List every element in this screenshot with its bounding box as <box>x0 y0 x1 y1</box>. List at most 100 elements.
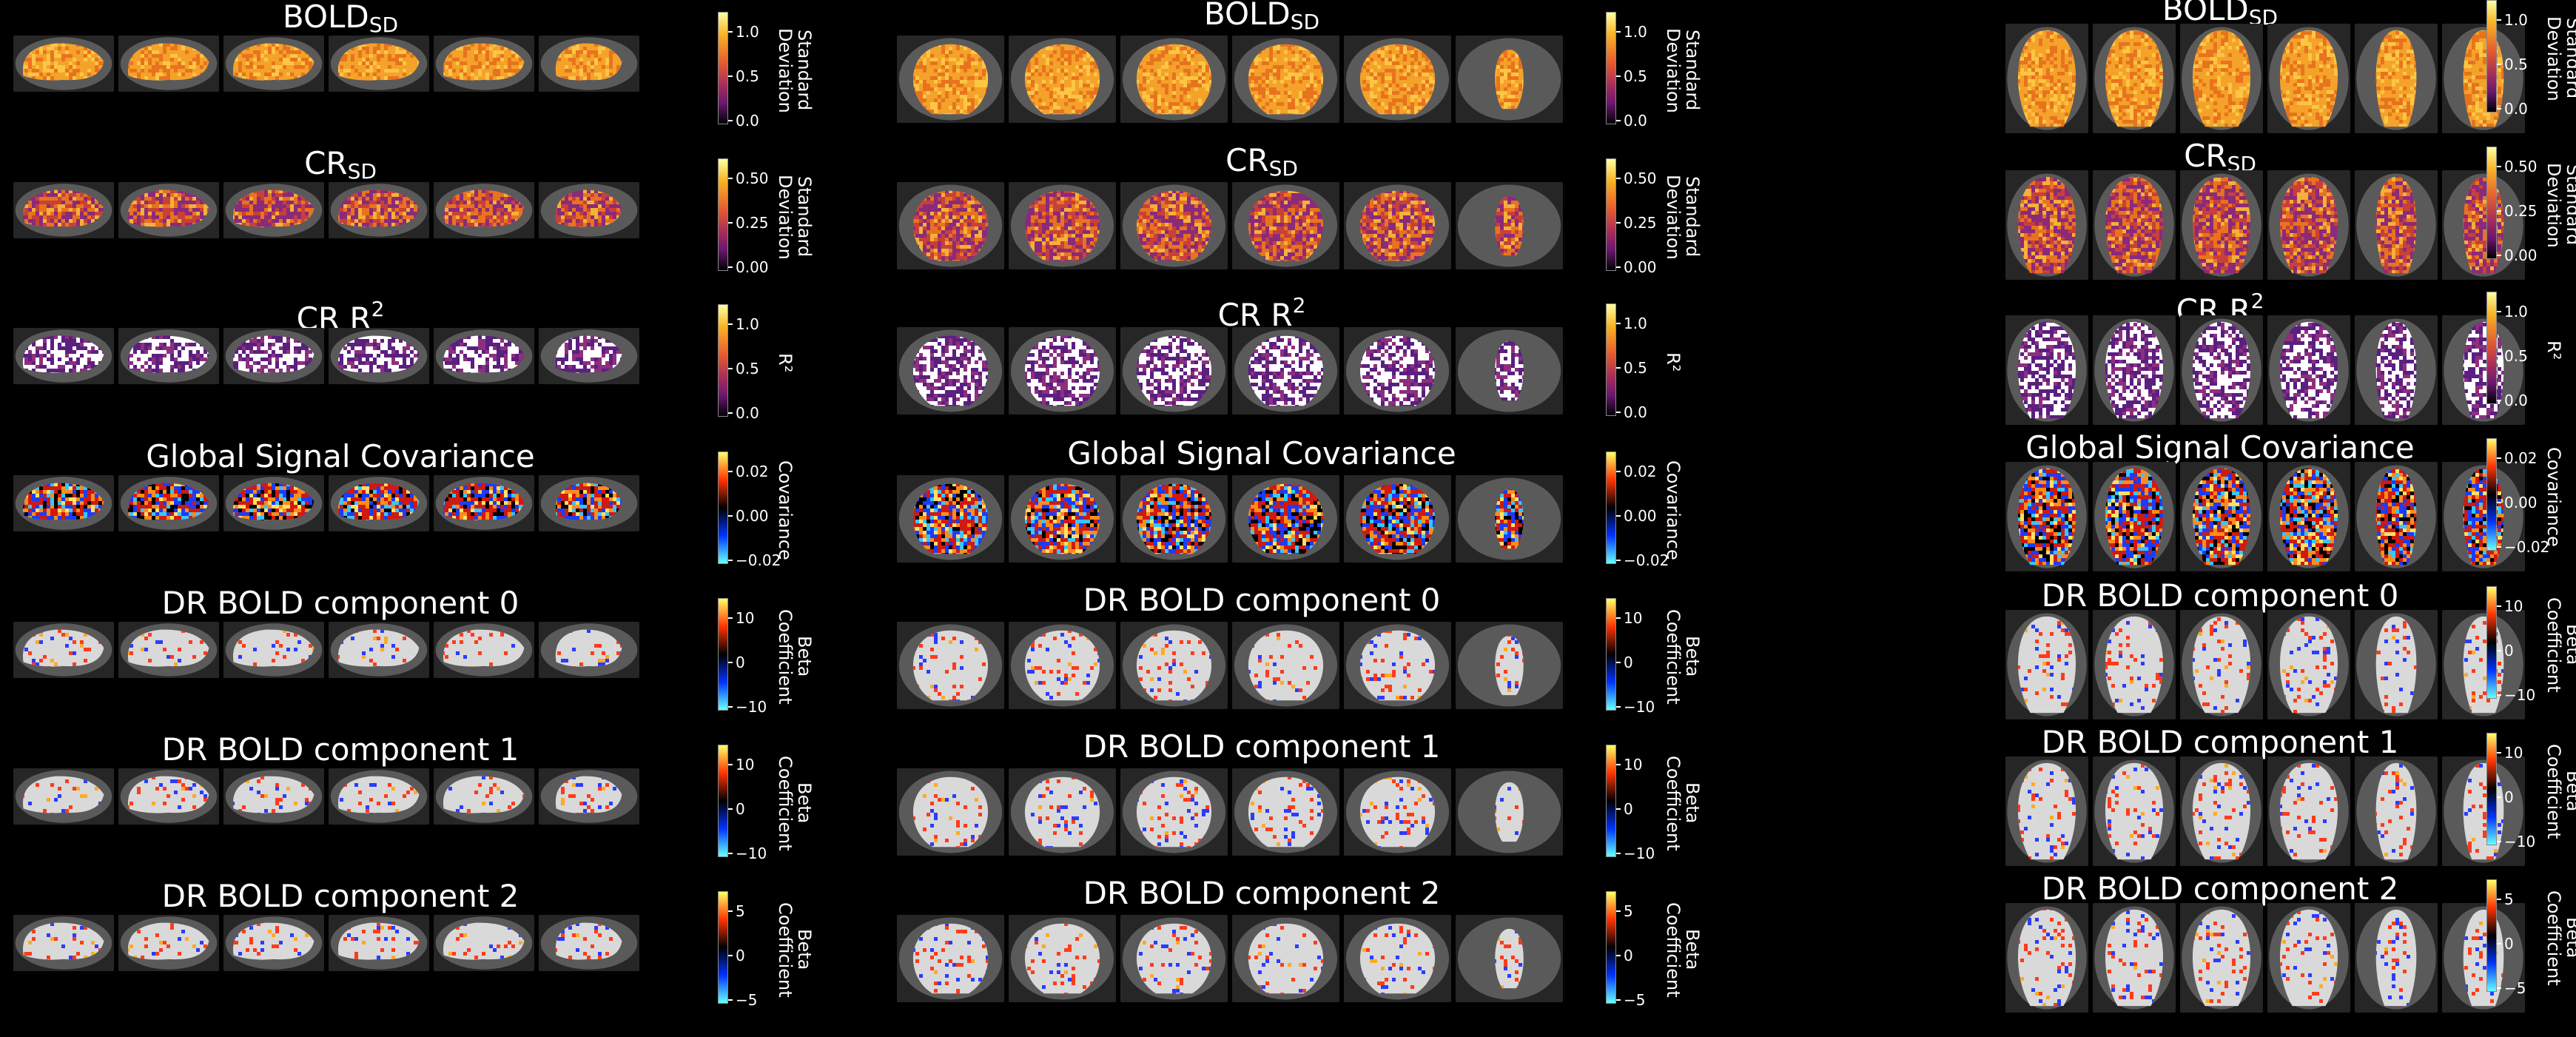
colorbar-tick-mark <box>1616 955 1621 956</box>
brain-slice <box>223 622 324 678</box>
colorbar-tick-label: 1.0 <box>1624 24 1647 39</box>
brain-slice <box>2180 462 2263 571</box>
colorbar-tick-label: 0 <box>736 802 745 816</box>
brain-slice <box>118 768 219 825</box>
brain-slice <box>434 36 534 92</box>
brain-slice <box>2355 24 2438 133</box>
panel-title-text: DR BOLD component 2 <box>2042 870 2399 907</box>
brain-slice <box>329 622 429 678</box>
colorbar <box>2486 292 2497 404</box>
colorbar-tick-mark <box>728 471 733 472</box>
brain-slice <box>1009 182 1116 269</box>
brain-slice <box>2355 315 2438 425</box>
brain-slice <box>118 36 219 92</box>
panel-title: DR BOLD component 2 <box>0 878 681 915</box>
colorbar-tick-mark <box>1616 662 1621 663</box>
colorbar-tick-mark <box>2497 650 2501 651</box>
colorbar <box>1606 891 1616 1004</box>
colorbar-tick-mark <box>1616 120 1621 121</box>
colorbar <box>718 891 728 1004</box>
coronal-view-column: BOLDSD 1.0 0.5 0.0 Standard Deviation CRSD 0.5… <box>888 0 1703 1037</box>
colorbar-tick-label: 0.50 <box>1624 171 1657 186</box>
brain-slice <box>2093 24 2176 133</box>
brain-slice <box>13 36 114 92</box>
slice-strip <box>897 36 1563 123</box>
colorbar-tick-label: 10 <box>2504 745 2523 760</box>
panel-title: BOLDSD <box>1998 0 2442 36</box>
colorbar-tick-mark <box>2497 943 2501 944</box>
panel-title: DR BOLD component 1 <box>1998 724 2442 761</box>
axial-view-column: BOLDSD 1.0 0.5 0.0 Standard Deviation CRSD 0.5… <box>1998 0 2576 1037</box>
panel-title-subscript: SD <box>348 159 377 184</box>
brain-slice <box>2355 610 2438 719</box>
colorbar-tick-label: −10 <box>736 846 767 861</box>
brain-slice <box>2093 462 2176 571</box>
brain-slice <box>2267 903 2350 1013</box>
colorbar-tick-label: 0.5 <box>2504 349 2528 363</box>
brain-slice <box>2005 610 2088 719</box>
panel-title: DR BOLD component 0 <box>888 582 1635 619</box>
panel-title: CRSD <box>888 142 1635 187</box>
colorbar-tick-mark <box>728 764 733 765</box>
brain-slice <box>1009 327 1116 415</box>
brain-slice <box>1344 768 1451 856</box>
brain-slice <box>223 768 324 825</box>
colorbar-tick-mark <box>1616 412 1621 413</box>
colorbar-tick-label: 0 <box>736 655 745 670</box>
panel-title-subscript: SD <box>1269 156 1298 181</box>
colorbar <box>2486 438 2497 551</box>
colorbar <box>718 452 728 564</box>
brain-slice <box>1120 768 1228 856</box>
colorbar-tick-label: 0.02 <box>736 464 769 479</box>
colorbar-tick-mark <box>728 706 733 708</box>
brain-slice <box>1456 327 1563 415</box>
brain-slice <box>1120 182 1228 269</box>
colorbar <box>1606 158 1616 271</box>
colorbar-tick-label: 0.00 <box>736 260 769 275</box>
panel-title-superscript: 2 <box>371 297 385 321</box>
colorbar-tick-label: −5 <box>736 993 757 1007</box>
slice-strip <box>13 328 639 384</box>
colorbar-tick-label: 0.0 <box>736 113 759 128</box>
brain-slice <box>2005 462 2088 571</box>
panel-title: CR R2 <box>888 287 1635 334</box>
brain-slice <box>1456 622 1563 709</box>
slice-strip <box>2005 610 2525 719</box>
panel-title: DR BOLD component 2 <box>888 875 1635 912</box>
brain-slice <box>1232 327 1339 415</box>
colorbar-label: Standard Deviation <box>1663 161 1703 272</box>
brain-slice <box>223 36 324 92</box>
colorbar-tick-mark <box>2497 752 2501 754</box>
colorbar <box>2486 733 2497 845</box>
brain-slice <box>539 915 639 971</box>
panel-title-text: CR <box>2184 138 2227 174</box>
colorbar-tick-label: 0 <box>2504 643 2514 658</box>
brain-slice <box>1120 327 1228 415</box>
brain-slice <box>1344 36 1451 123</box>
brain-slice <box>329 182 429 238</box>
brain-slice <box>2180 315 2263 425</box>
colorbar-tick-mark <box>728 266 733 268</box>
colorbar-tick-label: 5 <box>2504 892 2514 907</box>
colorbar-label: Beta Coefficient <box>2543 882 2576 993</box>
colorbar-tick-mark <box>728 515 733 517</box>
panel-title: DR BOLD component 0 <box>0 585 681 622</box>
colorbar-tick-label: 0 <box>2504 790 2514 805</box>
brain-slice <box>13 182 114 238</box>
colorbar-tick-label: 0.0 <box>736 406 759 420</box>
colorbar-tick-mark <box>728 853 733 854</box>
brain-slice <box>2005 24 2088 133</box>
colorbar-tick-label: 10 <box>736 757 754 772</box>
colorbar-tick-mark <box>2497 355 2501 357</box>
brain-slice <box>223 182 324 238</box>
colorbar-tick-label: 0 <box>1624 655 1633 670</box>
colorbar <box>718 304 728 417</box>
colorbar-tick-mark <box>2497 987 2501 989</box>
colorbar-label: Covariance <box>1663 454 1684 566</box>
brain-slice <box>1344 915 1451 1002</box>
colorbar-tick-mark <box>1616 910 1621 912</box>
colorbar-tick-mark <box>1616 75 1621 77</box>
colorbar-label: R² <box>2543 295 2564 406</box>
colorbar-tick-mark <box>2497 546 2501 548</box>
slice-strip <box>13 36 639 92</box>
